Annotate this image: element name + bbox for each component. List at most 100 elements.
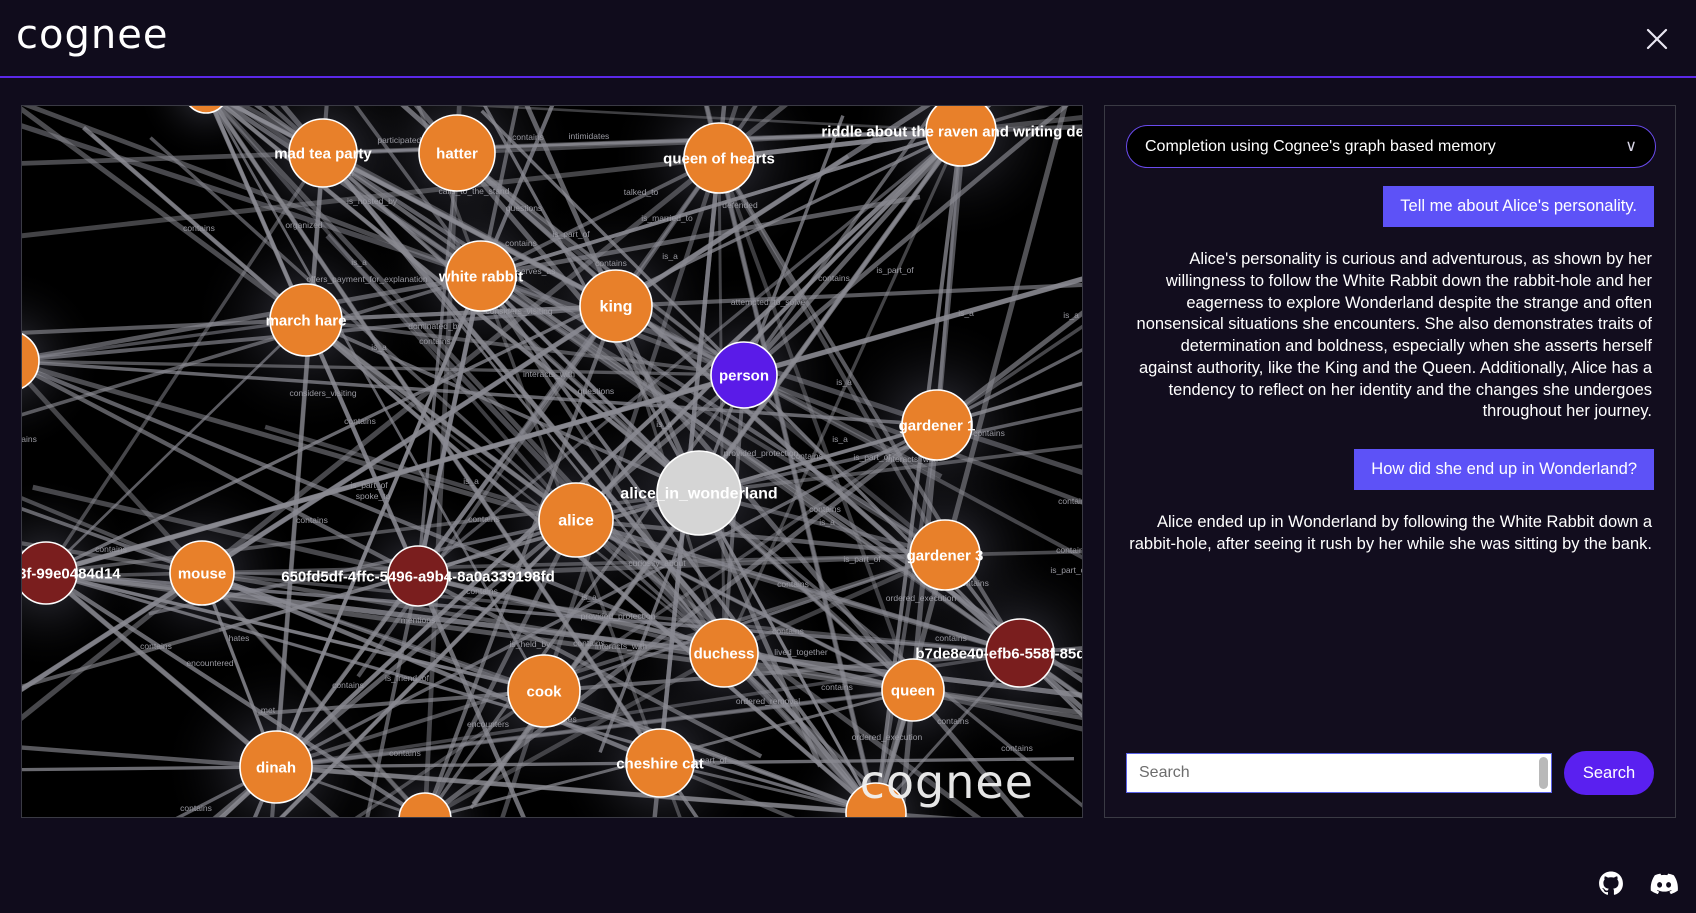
graph-edge-label: participated_in <box>377 135 433 145</box>
graph-edge-label: is_part_of <box>552 229 590 239</box>
graph-edge-label: contains <box>791 451 823 461</box>
graph-node-label: duchess <box>694 645 755 662</box>
graph-node[interactable]: ac3-aa3f-99e0484d14 <box>22 541 121 605</box>
graph-edge-label: calls_to_the_stand <box>439 186 510 196</box>
graph-node-label: king <box>600 299 633 316</box>
graph-edge-label: contains <box>95 544 127 554</box>
chat-message-assistant: Alice's personality is curious and adven… <box>1136 250 1652 421</box>
graph-node[interactable]: queen of hearts <box>663 122 775 194</box>
graph-edge-label: interacts_with <box>523 369 575 379</box>
graph-edge-label: dominated_by <box>408 321 462 331</box>
graph-edge-label: is_part_of <box>843 554 881 564</box>
graph-edge-label: contains <box>1001 743 1033 753</box>
graph-edge-label: considers_visiting <box>485 306 552 316</box>
graph-edge-label: ordered_removal <box>736 696 800 706</box>
graph-edge-label: met <box>261 705 276 715</box>
graph-edge-label: serves_as <box>517 266 556 276</box>
graph-edge-label: organized <box>285 220 323 230</box>
graph-node[interactable]: march hare <box>266 283 347 357</box>
graph-node[interactable]: dinah <box>239 730 313 804</box>
graph-edge-label: contains <box>1058 496 1082 506</box>
knowledge-graph-panel[interactable]: contains participated_in contains intimidat… <box>21 105 1083 818</box>
search-button[interactable]: Search <box>1564 751 1654 795</box>
graph-node[interactable]: gardener 3 <box>907 519 984 591</box>
search-scrollbar-thumb[interactable] <box>1539 757 1548 789</box>
chat-message-user: Tell me about Alice's personality. <box>1383 186 1654 227</box>
graph-edge-label: contains <box>468 514 500 524</box>
graph-edge-label: contains <box>772 626 804 636</box>
search-row: Search <box>1126 749 1654 797</box>
graph-edge-label: contains <box>419 336 451 346</box>
graph-edge-label: contains <box>505 238 537 248</box>
graph-edge-label: is_part_of <box>876 265 914 275</box>
app-header: cognee <box>0 0 1696 78</box>
graph-node-label: gardener 1 <box>899 417 976 434</box>
graph-node[interactable]: riddle about the raven and writing desk <box>821 106 1082 167</box>
graph-edge-label: contains <box>573 638 605 648</box>
graph-edge-label: contains <box>1056 545 1082 555</box>
graph-edge-label: talked_to <box>624 187 659 197</box>
graph-node[interactable]: gardener 1 <box>899 389 976 461</box>
graph-node-label: ac3-aa3f-99e0484d14 <box>22 565 121 582</box>
graph-node[interactable]: mad tea party <box>274 118 372 188</box>
graph-edge-label: is_a <box>581 592 597 602</box>
graph-edge-label: curiosity_about <box>628 558 686 568</box>
github-icon[interactable] <box>1598 871 1624 897</box>
graph-node[interactable]: mouse <box>169 540 235 606</box>
graph-node-label: gardener 3 <box>907 547 984 564</box>
graph-node[interactable]: b7de8e40-efb6-558f-85da-63b <box>915 618 1082 688</box>
close-icon[interactable] <box>1640 22 1674 56</box>
discord-icon[interactable] <box>1650 873 1678 895</box>
graph-edge-label: is_a <box>958 308 974 318</box>
graph-node[interactable]: queen <box>881 658 945 722</box>
graph-nodes[interactable]: hatter mad tea party queen of hearts riddle… <box>22 106 1082 817</box>
graph-node[interactable]: hatter <box>418 114 496 192</box>
graph-node[interactable] <box>845 782 907 817</box>
graph-edge-label: contains <box>180 803 212 813</box>
graph-node[interactable]: alice <box>538 482 614 558</box>
graph-edge-label: interacts_with <box>886 454 938 464</box>
graph-edge-label: encountered <box>186 658 234 668</box>
graph-canvas[interactable]: contains participated_in contains intimidat… <box>22 106 1082 817</box>
graph-edge-label: intimidates <box>569 131 610 141</box>
graph-edge-label: contains <box>344 416 376 426</box>
graph-edge-label: contains <box>512 132 544 142</box>
graph-node-label: mad tea party <box>274 145 372 162</box>
graph-node-label: white rabbit <box>438 268 523 285</box>
graph-edge-label: mentions <box>401 615 436 625</box>
graph-edge-label: is_part_of <box>350 480 388 490</box>
graph-node[interactable]: king <box>579 269 653 343</box>
graph-edge-label: contains <box>389 748 421 758</box>
graph-edge-label: is_married_to <box>641 213 693 223</box>
graph-node[interactable] <box>184 106 228 114</box>
graph-node[interactable]: alice_in_wonderland <box>620 450 778 536</box>
graph-node[interactable] <box>398 792 452 817</box>
graph-node[interactable]: 650fd5df-4ffc-5496-a9b4-8a0a339198fd <box>281 545 555 607</box>
graph-node[interactable]: duchess <box>689 618 759 688</box>
graph-edge-label: provided_protection <box>724 448 799 458</box>
graph-edge-label: is_held_by <box>510 639 551 649</box>
graph-node[interactable]: cheshire cat <box>616 728 704 798</box>
chat-panel: Completion using Cognee's graph based me… <box>1104 105 1676 818</box>
graph-edge-label: contains <box>935 633 967 643</box>
search-input[interactable] <box>1126 753 1552 793</box>
graph-node[interactable]: cook <box>507 654 581 728</box>
graph-node[interactable]: person <box>710 341 778 409</box>
model-selector[interactable]: Completion using Cognee's graph based me… <box>1126 125 1656 168</box>
graph-node-label: hatter <box>436 145 478 162</box>
graph-edge-label: contains <box>937 716 969 726</box>
graph-node[interactable]: ck <box>22 331 40 391</box>
graph-edge-label: contains <box>140 641 172 651</box>
graph-edge-label: is_a <box>832 434 848 444</box>
graph-node-label: alice_in_wonderland <box>620 486 777 503</box>
graph-edge-label: is_a <box>371 342 387 352</box>
graph-edge-label: ordered_execution <box>886 593 957 603</box>
graph-node-label: riddle about the raven and writing desk <box>821 123 1082 140</box>
graph-edge-label: defended <box>722 200 758 210</box>
graph-edge-label: is_a <box>836 377 852 387</box>
graph-node[interactable]: white rabbit <box>438 240 523 312</box>
graph-edge-label: ordered_execution <box>852 732 923 742</box>
graph-edge-label: contains <box>22 434 37 444</box>
graph-edge-label: contains <box>296 515 328 525</box>
graph-edge-label: contains <box>957 578 989 588</box>
